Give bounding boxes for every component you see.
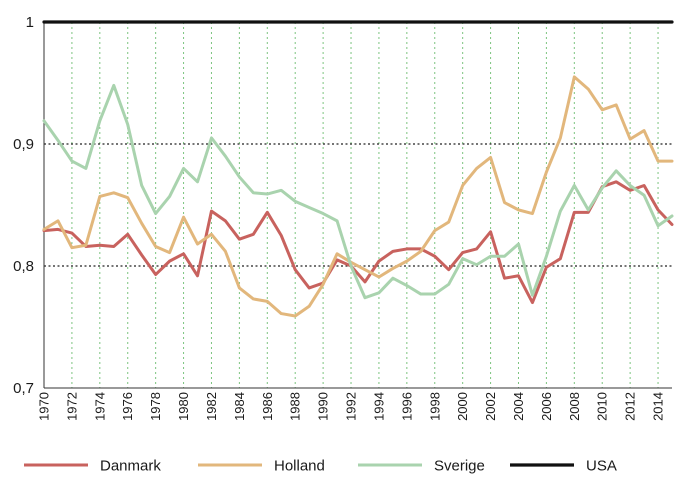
- x-tick-label: 1992: [344, 392, 359, 421]
- y-tick-label: 0,7: [13, 380, 34, 397]
- x-tick-label: 2004: [511, 392, 526, 421]
- y-tick-label: 0,8: [13, 258, 34, 275]
- x-tick-label: 2002: [483, 392, 498, 421]
- x-tick-label: 1986: [260, 392, 275, 421]
- x-tick-label: 1970: [37, 392, 52, 421]
- x-tick-label: 1972: [64, 392, 79, 421]
- x-tick-label: 1998: [427, 392, 442, 421]
- x-tick-label: 1982: [204, 392, 219, 421]
- x-tick-label: 2008: [567, 392, 582, 421]
- x-tick-label: 2000: [455, 392, 470, 421]
- x-tick-label: 1984: [232, 392, 247, 421]
- series-lines: [42, 20, 674, 318]
- x-tick-label: 1996: [399, 392, 414, 421]
- x-tick-label: 2012: [623, 392, 638, 421]
- x-tick-label: 1978: [148, 392, 163, 421]
- legend: Danmark Holland Sverige USA: [24, 458, 617, 475]
- x-tick-label: 1990: [316, 392, 331, 421]
- legend-label-holland: Holland: [274, 458, 325, 475]
- x-tick-label: 1988: [288, 392, 303, 421]
- y-tick-label: 0,9: [13, 136, 34, 153]
- y-tick-labels: 1 0,9 0,8 0,7: [13, 14, 34, 397]
- x-tick-label: 1976: [120, 392, 135, 421]
- x-tick-label: 1994: [371, 392, 386, 421]
- x-tick-label: 1980: [176, 392, 191, 421]
- x-tick-label: 2010: [595, 392, 610, 421]
- series-line-sverige: [42, 83, 674, 300]
- legend-label-sverige: Sverige: [434, 458, 485, 475]
- x-tick-label: 2014: [651, 392, 666, 421]
- series-line-danmark: [42, 180, 674, 305]
- y-tick-label: 1: [26, 14, 34, 31]
- series-line-holland: [42, 75, 674, 318]
- x-tick-label: 2006: [539, 392, 554, 421]
- x-tick-label: 1974: [92, 392, 107, 421]
- x-tick-labels: 1970 1972 1974 1976 1978 1980 1982 1984 1986 1988…: [37, 392, 666, 421]
- vertical-gridlines: [43, 22, 659, 388]
- legend-label-usa: USA: [586, 458, 617, 475]
- axes: [43, 22, 672, 389]
- legend-label-danmark: Danmark: [100, 458, 161, 475]
